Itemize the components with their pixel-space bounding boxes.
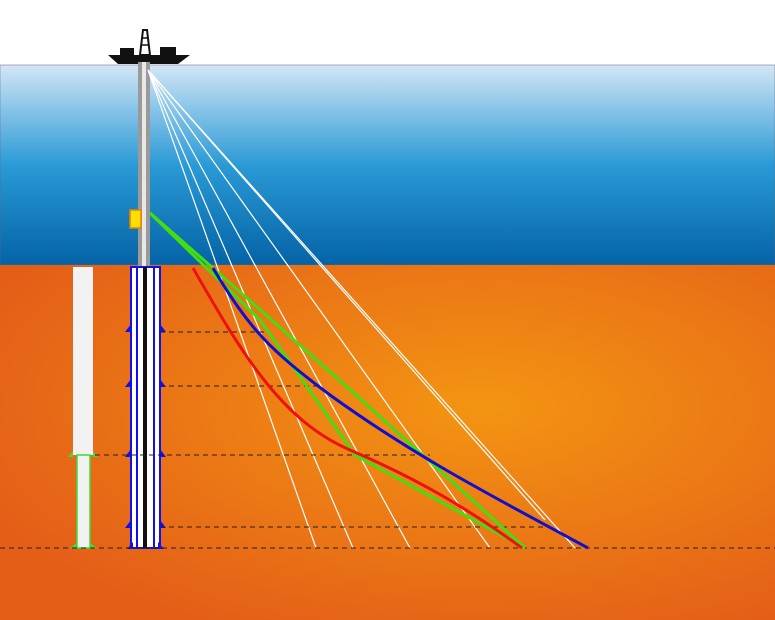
ground <box>0 265 775 620</box>
main-well <box>125 266 166 549</box>
green-path-2 <box>149 211 527 550</box>
rays <box>147 69 576 549</box>
red-path <box>191 267 523 550</box>
riser-core <box>142 62 146 267</box>
green-path <box>148 211 526 550</box>
depth-lines <box>0 331 775 549</box>
rig <box>108 29 190 64</box>
sea <box>0 64 775 266</box>
left-well <box>68 267 98 549</box>
sensor <box>129 209 142 229</box>
blue-path <box>211 267 589 550</box>
